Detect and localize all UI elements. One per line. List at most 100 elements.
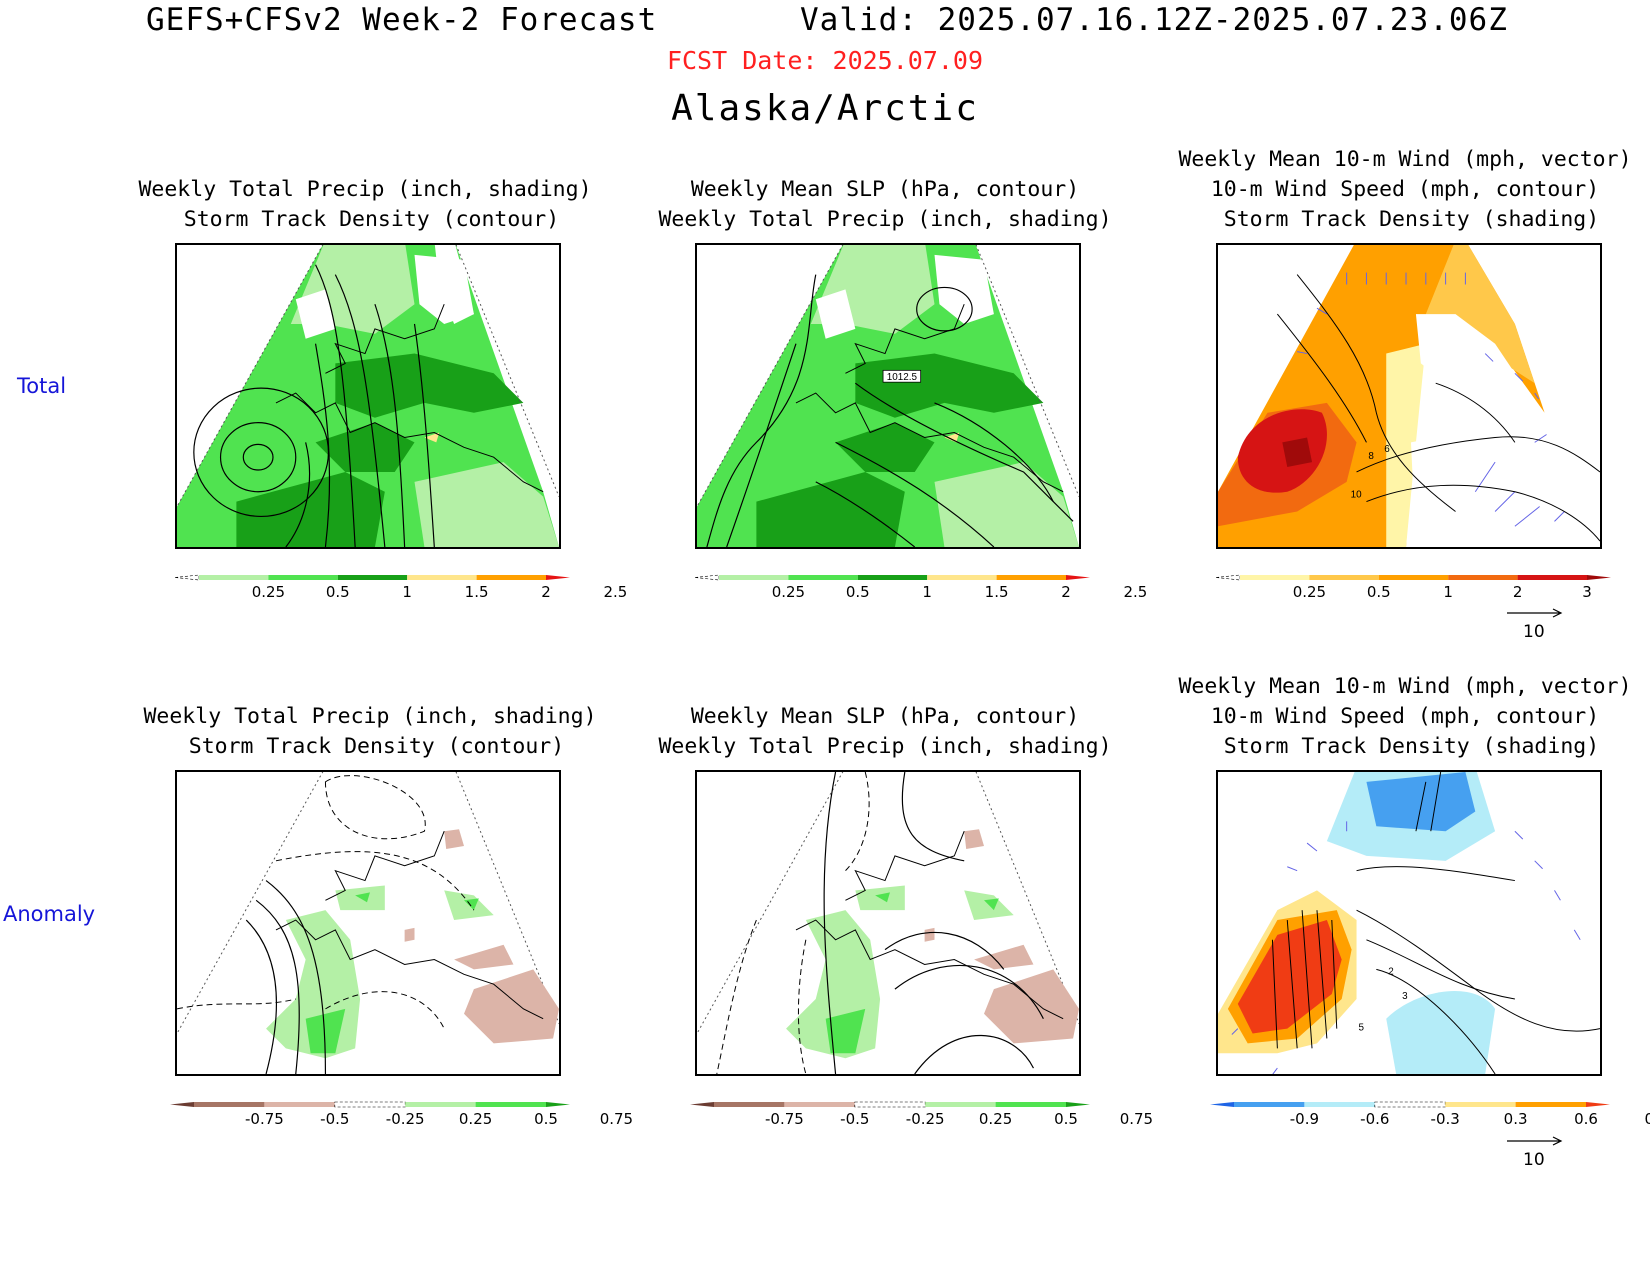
precip_anom-swatch-4 [925, 1102, 996, 1107]
precip_total-tick-label-1: 0.5 [846, 583, 870, 601]
precip_anom-tick-label-2: -0.25 [906, 1110, 945, 1128]
precip_total-swatch-6 [546, 575, 570, 580]
precip_total-tick-label-2: 1 [402, 583, 412, 601]
precip_total-tick-label-2: 1 [922, 583, 932, 601]
precip_total-tick-label-4: 2 [541, 583, 551, 601]
storm_anom-tick-label-3: 0.3 [1504, 1110, 1528, 1128]
storm_anom-tick-label-5: 0.9 [1644, 1110, 1650, 1128]
precip_total-swatch-6 [1066, 575, 1090, 580]
precip_total-swatch-0 [174, 574, 200, 581]
map-precip-total [175, 243, 561, 549]
storm_total-swatch-3 [1378, 575, 1449, 580]
precip_anom-swatch-5 [995, 1102, 1066, 1107]
precip_total-tick-label-0: 0.25 [772, 583, 805, 601]
precip_total-swatch-5 [476, 575, 546, 580]
precip_total-swatch-2 [788, 575, 858, 580]
vector-reference-label-anom: 10 [1523, 1150, 1545, 1170]
wind-anom-contour-label-2: 5 [1359, 1023, 1365, 1034]
storm_anom-swatch-2 [1304, 1102, 1375, 1107]
colorbar-storm-anom: -0.9 -0.6 -0.3 0.3 0.6 0.9 [1210, 1095, 1650, 1135]
precip_anom-colorbar-svg: -0.75 -0.5 -0.25 0.25 0.5 0.75 [170, 1101, 633, 1128]
precip_total-swatch-5 [996, 575, 1066, 580]
precip_anom-swatch-3 [334, 1101, 406, 1108]
wind-contour-label-1: 6 [1384, 444, 1390, 455]
storm_total-swatch-6 [1587, 575, 1611, 580]
precip_total-tick-label-3: 1.5 [465, 583, 489, 601]
wind-anom-contour-label-1: 3 [1402, 991, 1408, 1002]
precip_anom-swatch-6 [1066, 1102, 1090, 1107]
precip_anom-swatch-2 [784, 1102, 855, 1107]
colorbar-precip-total: 0.25 0.5 1 1.5 2 2.5 [174, 568, 627, 608]
precip_total-swatch-4 [927, 575, 997, 580]
storm_total-swatch-4 [1448, 575, 1518, 580]
precip_anom-swatch-2 [264, 1102, 335, 1107]
precip_total-swatch-1 [719, 575, 789, 580]
precip_anom-colorbar-svg: -0.75 -0.5 -0.25 0.25 0.5 0.75 [690, 1101, 1153, 1128]
precip_anom-tick-label-2: -0.25 [386, 1110, 425, 1128]
row-label-anomaly: Anomaly [3, 902, 96, 926]
storm_anom-swatch-4 [1445, 1102, 1516, 1107]
map-precip-anom [175, 770, 561, 1076]
storm_total-swatch-0 [1215, 574, 1241, 581]
precip_total-tick-label-5: 2.5 [1123, 583, 1147, 601]
main-title: GEFS+CFSv2 Week-2 Forecast [146, 2, 658, 38]
storm_anom-tick-label-4: 0.6 [1574, 1110, 1598, 1128]
precip_anom-tick-label-5: 0.75 [600, 1110, 633, 1128]
vector-reference-label-total: 10 [1523, 622, 1545, 642]
vector-reference-arrow-anom [1507, 1136, 1563, 1146]
wind-contour-label-0: 8 [1368, 451, 1374, 462]
precip_total-swatch-4 [407, 575, 477, 580]
map-wind-anom-plot: 2 3 5 [1218, 772, 1600, 1074]
precip_total-tick-label-0: 0.25 [252, 583, 285, 601]
colorbar-precip-anom: -0.75 -0.5 -0.25 0.25 0.5 0.75 [170, 1095, 633, 1135]
storm_total-swatch-2 [1309, 575, 1379, 580]
storm_total-colorbar-svg: 0.250.51234 [1215, 574, 1611, 601]
colorbar-slp-total: 0.25 0.5 1 1.5 2 2.5 [694, 568, 1147, 608]
precip_anom-swatch-3 [854, 1101, 926, 1108]
precip_total-swatch-1 [199, 575, 269, 580]
precip_total-swatch-2 [268, 575, 338, 580]
forecast-date: FCST Date: 2025.07.09 [666, 46, 984, 75]
map-wind-total: 8 6 10 [1216, 243, 1602, 549]
precip_anom-swatch-6 [546, 1102, 570, 1107]
slp-contour-label: 1012.5 [887, 372, 918, 383]
precip_total-swatch-0 [694, 574, 720, 581]
precip_anom-tick-label-1: -0.5 [840, 1110, 869, 1128]
storm_anom-colorbar-svg: -0.9 -0.6 -0.3 0.3 0.6 0.9 [1210, 1101, 1650, 1128]
storm_total-swatch-1 [1240, 575, 1310, 580]
panel-title-slp-anom: Weekly Mean SLP (hPa, contour) Weekly To… [658, 704, 1112, 759]
map-precip-total-plot [177, 245, 559, 547]
storm_anom-swatch-0 [1210, 1102, 1234, 1107]
precip_anom-tick-label-4: 0.5 [1054, 1110, 1078, 1128]
panel-title-wind-total: Weekly Mean 10-m Wind (mph, vector) 10-m… [1178, 147, 1632, 232]
precip_anom-swatch-5 [475, 1102, 546, 1107]
precip_total-tick-label-1: 0.5 [326, 583, 350, 601]
panel-title-wind-anom: Weekly Mean 10-m Wind (mph, vector) 10-m… [1178, 674, 1632, 759]
map-slp-total-plot: 1012.5 [697, 245, 1079, 547]
precip_anom-tick-label-5: 0.75 [1120, 1110, 1153, 1128]
storm_total-tick-label-0: 0.25 [1293, 583, 1326, 601]
map-slp-total: 1012.5 [695, 243, 1081, 549]
storm_anom-tick-label-2: -0.3 [1431, 1110, 1460, 1128]
colorbar-slp-anom: -0.75 -0.5 -0.25 0.25 0.5 0.75 [690, 1095, 1153, 1135]
precip_anom-swatch-1 [714, 1102, 785, 1107]
storm_total-tick-label-1: 0.5 [1367, 583, 1391, 601]
storm_anom-swatch-1 [1234, 1102, 1305, 1107]
row-label-total: Total [17, 374, 67, 398]
map-wind-total-plot: 8 6 10 [1218, 245, 1600, 547]
precip_total-colorbar-svg: 0.25 0.5 1 1.5 2 2.5 [174, 574, 627, 601]
wind-anom-contour-label-0: 2 [1388, 966, 1394, 977]
storm_anom-swatch-5 [1515, 1102, 1586, 1107]
precip_anom-tick-label-1: -0.5 [320, 1110, 349, 1128]
precip_total-swatch-3 [857, 575, 928, 580]
panel-title-slp-total: Weekly Mean SLP (hPa, contour) Weekly To… [658, 177, 1112, 232]
panel-title-precip-total: Weekly Total Precip (inch, shading) Stor… [138, 177, 592, 232]
storm_anom-swatch-3 [1374, 1101, 1446, 1108]
precip_anom-tick-label-4: 0.5 [534, 1110, 558, 1128]
map-precip-anom-plot [177, 772, 559, 1074]
precip_anom-swatch-4 [405, 1102, 476, 1107]
region-title: Alaska/Arctic [671, 88, 979, 129]
precip_anom-swatch-1 [194, 1102, 265, 1107]
precip_total-colorbar-svg: 0.25 0.5 1 1.5 2 2.5 [694, 574, 1147, 601]
precip_total-tick-label-4: 2 [1061, 583, 1071, 601]
